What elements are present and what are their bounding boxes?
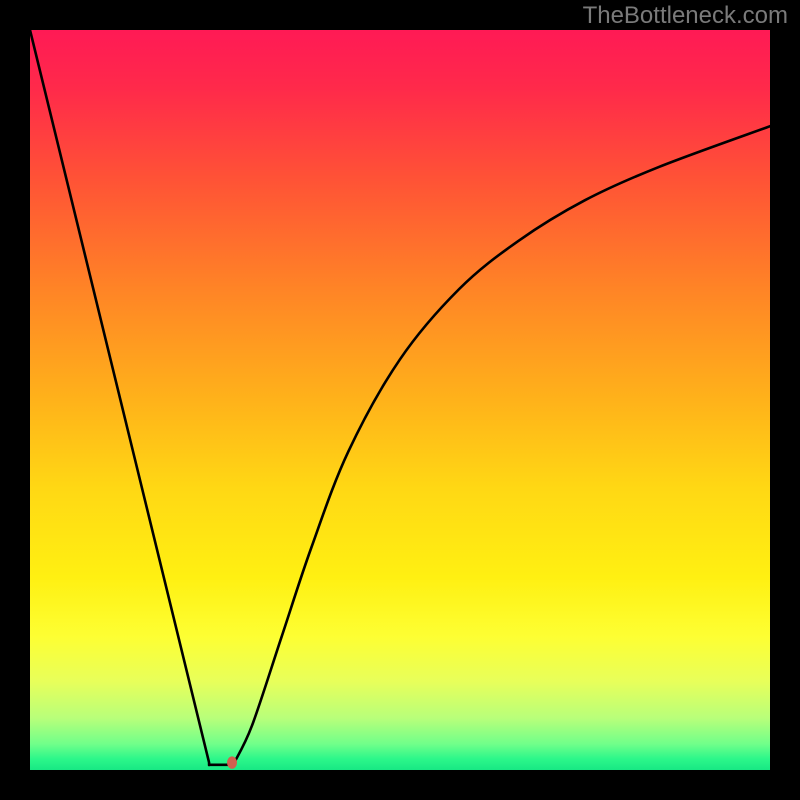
chart-frame: TheBottleneck.com: [0, 0, 800, 800]
plot-area: [30, 30, 770, 770]
optimal-point-marker: [227, 756, 237, 768]
watermark-text: TheBottleneck.com: [583, 2, 788, 30]
bottleneck-curve: [30, 30, 770, 770]
